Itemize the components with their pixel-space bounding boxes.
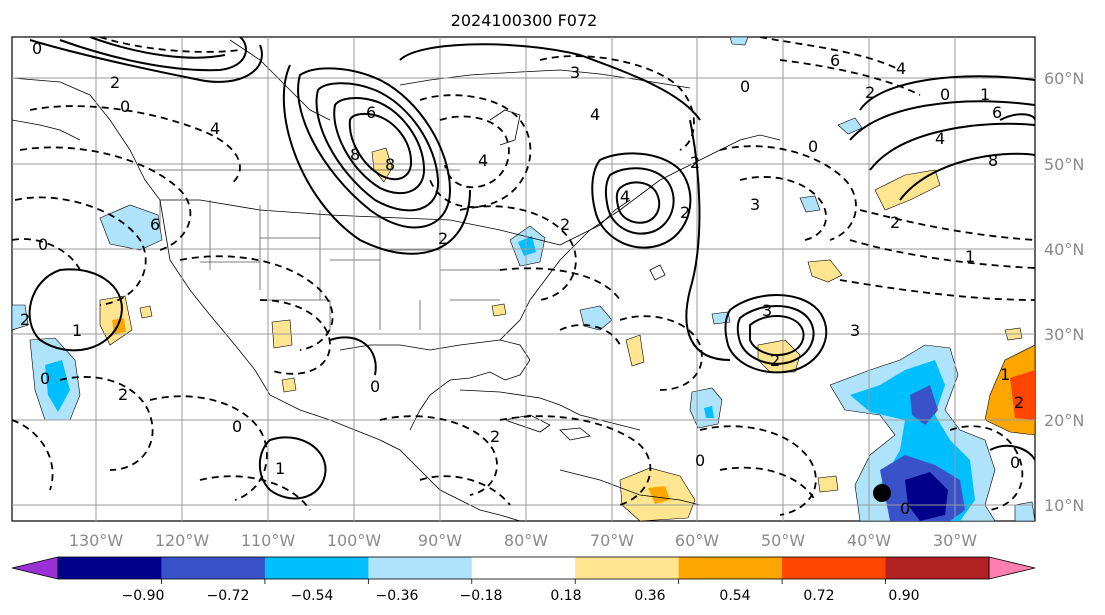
colorbar-tick-label: −0.18 [460, 588, 503, 604]
colorbar-tick-label: 0.72 [803, 588, 834, 604]
lat-label: 50°N [1044, 155, 1084, 174]
contour-label: 0 [900, 499, 910, 518]
colorbar-tick-label: −0.72 [207, 588, 250, 604]
contour-label: 2 [438, 229, 448, 248]
lat-label: 30°N [1044, 325, 1084, 344]
contour-label: 0 [40, 369, 50, 388]
map-panel: 0 2 0 4 6 8 4 2 0 2 3 6 4 2 8 6 4 2 0 2 [11, 36, 1036, 522]
contour-label: 2 [890, 213, 900, 232]
colorbar-swatch [575, 557, 680, 579]
contour-label: 2 [680, 203, 690, 222]
contour-label: 2 [20, 310, 30, 329]
dashed-contours [12, 37, 1035, 516]
contour-label: 6 [366, 103, 376, 122]
lon-label: 80°W [504, 531, 548, 550]
contour-label: 2 [560, 215, 570, 234]
contour-label: 2 [110, 73, 120, 92]
contour-label: 1 [1000, 365, 1010, 384]
contour-label: 0 [32, 39, 42, 58]
lon-label: 50°W [761, 531, 805, 550]
colorbar-tick-label: −0.54 [291, 588, 334, 604]
lon-label: 100°W [327, 531, 382, 550]
anomaly-shading [12, 37, 1035, 521]
contour-label: 0 [370, 377, 380, 396]
graticule [12, 37, 1035, 521]
lon-label: 130°W [69, 531, 124, 550]
contour-label: 6 [150, 215, 160, 234]
contour-label: 3 [762, 301, 772, 320]
colorbar-swatch [368, 557, 473, 579]
contour-label: 4 [210, 119, 220, 138]
contour-label: 3 [570, 63, 580, 82]
contour-label: 0 [232, 417, 242, 436]
contour-label: 8 [385, 155, 395, 174]
lat-label: 20°N [1044, 411, 1084, 430]
colorbar-outline [57, 556, 990, 580]
contour-label: 0 [808, 137, 818, 156]
contour-label: 0 [38, 235, 48, 254]
colorbar-swatch [678, 557, 783, 579]
contour-label: 1 [965, 247, 975, 266]
contour-label: 1 [72, 321, 82, 340]
contour-label: 2 [118, 385, 128, 404]
colorbar-tick-label: −0.90 [122, 588, 165, 604]
contour-label: 8 [988, 151, 998, 170]
colorbar-extend-low [11, 556, 59, 580]
storm-center-marker [873, 484, 891, 502]
contour-label: 4 [590, 105, 600, 124]
contour-labels: 0 2 0 4 6 8 4 2 0 2 3 6 4 2 8 6 4 2 0 2 [20, 39, 1024, 518]
contour-label: 0 [695, 451, 705, 470]
lon-label: 30°W [933, 531, 977, 550]
longitude-labels: 130°W 120°W 110°W 100°W 90°W 80°W 70°W 6… [69, 531, 977, 550]
contour-label: 2 [690, 153, 700, 172]
contour-label: 4 [620, 187, 630, 206]
contour-label: 4 [896, 59, 906, 78]
colorbar-tick-label: 0.90 [888, 588, 919, 604]
contour-label: 2 [1014, 393, 1024, 412]
colorbar-swatch [782, 557, 887, 579]
colorbar-swatch [58, 557, 162, 579]
contour-label: 0 [120, 97, 130, 116]
lon-label: 70°W [590, 531, 634, 550]
lon-label: 110°W [241, 531, 296, 550]
colorbar-swatch [161, 557, 266, 579]
map-title: 2024100300 F072 [451, 11, 598, 30]
contour-label: 4 [478, 151, 488, 170]
contour-label: 2 [770, 351, 780, 370]
colorbar-swatch [264, 557, 369, 579]
contour-label: 0 [740, 77, 750, 96]
colorbar-tick-label: 0.18 [550, 588, 581, 604]
colorbar-tick-label: 0.36 [634, 588, 665, 604]
contour-label: 0 [940, 85, 950, 104]
contour-label: 6 [830, 51, 840, 70]
colorbar: −0.90 −0.72 −0.54 −0.36 −0.18 0.18 0.36 … [11, 556, 1036, 604]
contour-label: 3 [750, 195, 760, 214]
contour-label: 2 [490, 427, 500, 446]
solid-contours [28, 37, 1035, 500]
colorbar-swatch [885, 557, 990, 579]
lat-label: 60°N [1044, 69, 1084, 88]
contour-label: 8 [350, 145, 360, 164]
contour-label: 3 [850, 321, 860, 340]
colorbar-swatch [471, 557, 576, 579]
lat-label: 40°N [1044, 240, 1084, 259]
lon-label: 60°W [675, 531, 719, 550]
lon-label: 120°W [155, 531, 210, 550]
state-borders [150, 169, 500, 330]
colorbar-extend-high [988, 556, 1036, 580]
latitude-labels: 60°N 50°N 40°N 30°N 20°N 10°N [1044, 69, 1084, 515]
colorbar-tick-label: 0.54 [719, 588, 750, 604]
contour-label: 6 [992, 103, 1002, 122]
lon-label: 90°W [418, 531, 462, 550]
contour-label: 1 [980, 85, 990, 104]
lon-label: 40°W [847, 531, 891, 550]
contour-label: 2 [865, 83, 875, 102]
colorbar-tick-label: −0.36 [376, 588, 419, 604]
lat-label: 10°N [1044, 496, 1084, 515]
contour-label: 0 [1010, 453, 1020, 472]
contour-label: 1 [275, 459, 285, 478]
contour-label: 4 [935, 129, 945, 148]
